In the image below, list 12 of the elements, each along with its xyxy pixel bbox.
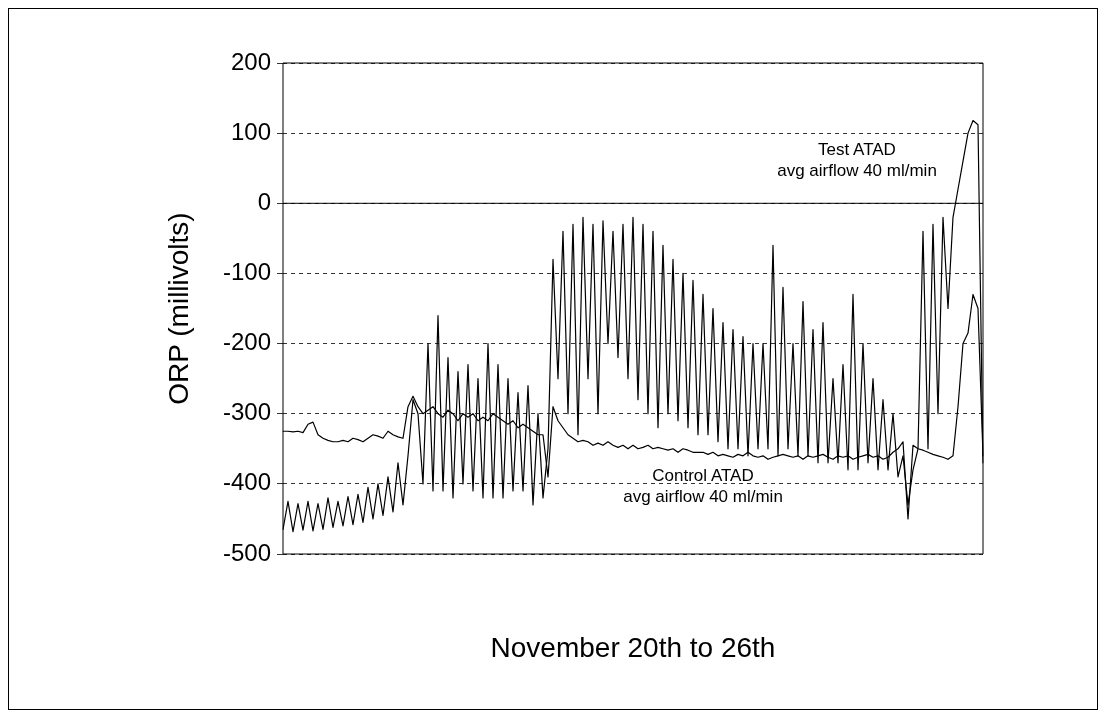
x-axis-title: November 20th to 26th — [490, 631, 776, 663]
y-tick-label: 100 — [230, 117, 271, 145]
y-tick-label: 0 — [257, 187, 271, 215]
y-tick-label: -500 — [222, 538, 271, 566]
series-label: Control ATAD avg airflow 40 ml/min — [623, 466, 783, 507]
y-axis-title: ORP (millivolts) — [162, 212, 194, 405]
y-tick-label: -100 — [222, 258, 271, 286]
y-tick-label: 200 — [230, 47, 271, 75]
y-tick-label: -200 — [222, 328, 271, 356]
series-label: Test ATAD avg airflow 40 ml/min — [777, 139, 937, 180]
y-tick-label: -400 — [222, 468, 271, 496]
y-tick-label: -300 — [222, 398, 271, 426]
